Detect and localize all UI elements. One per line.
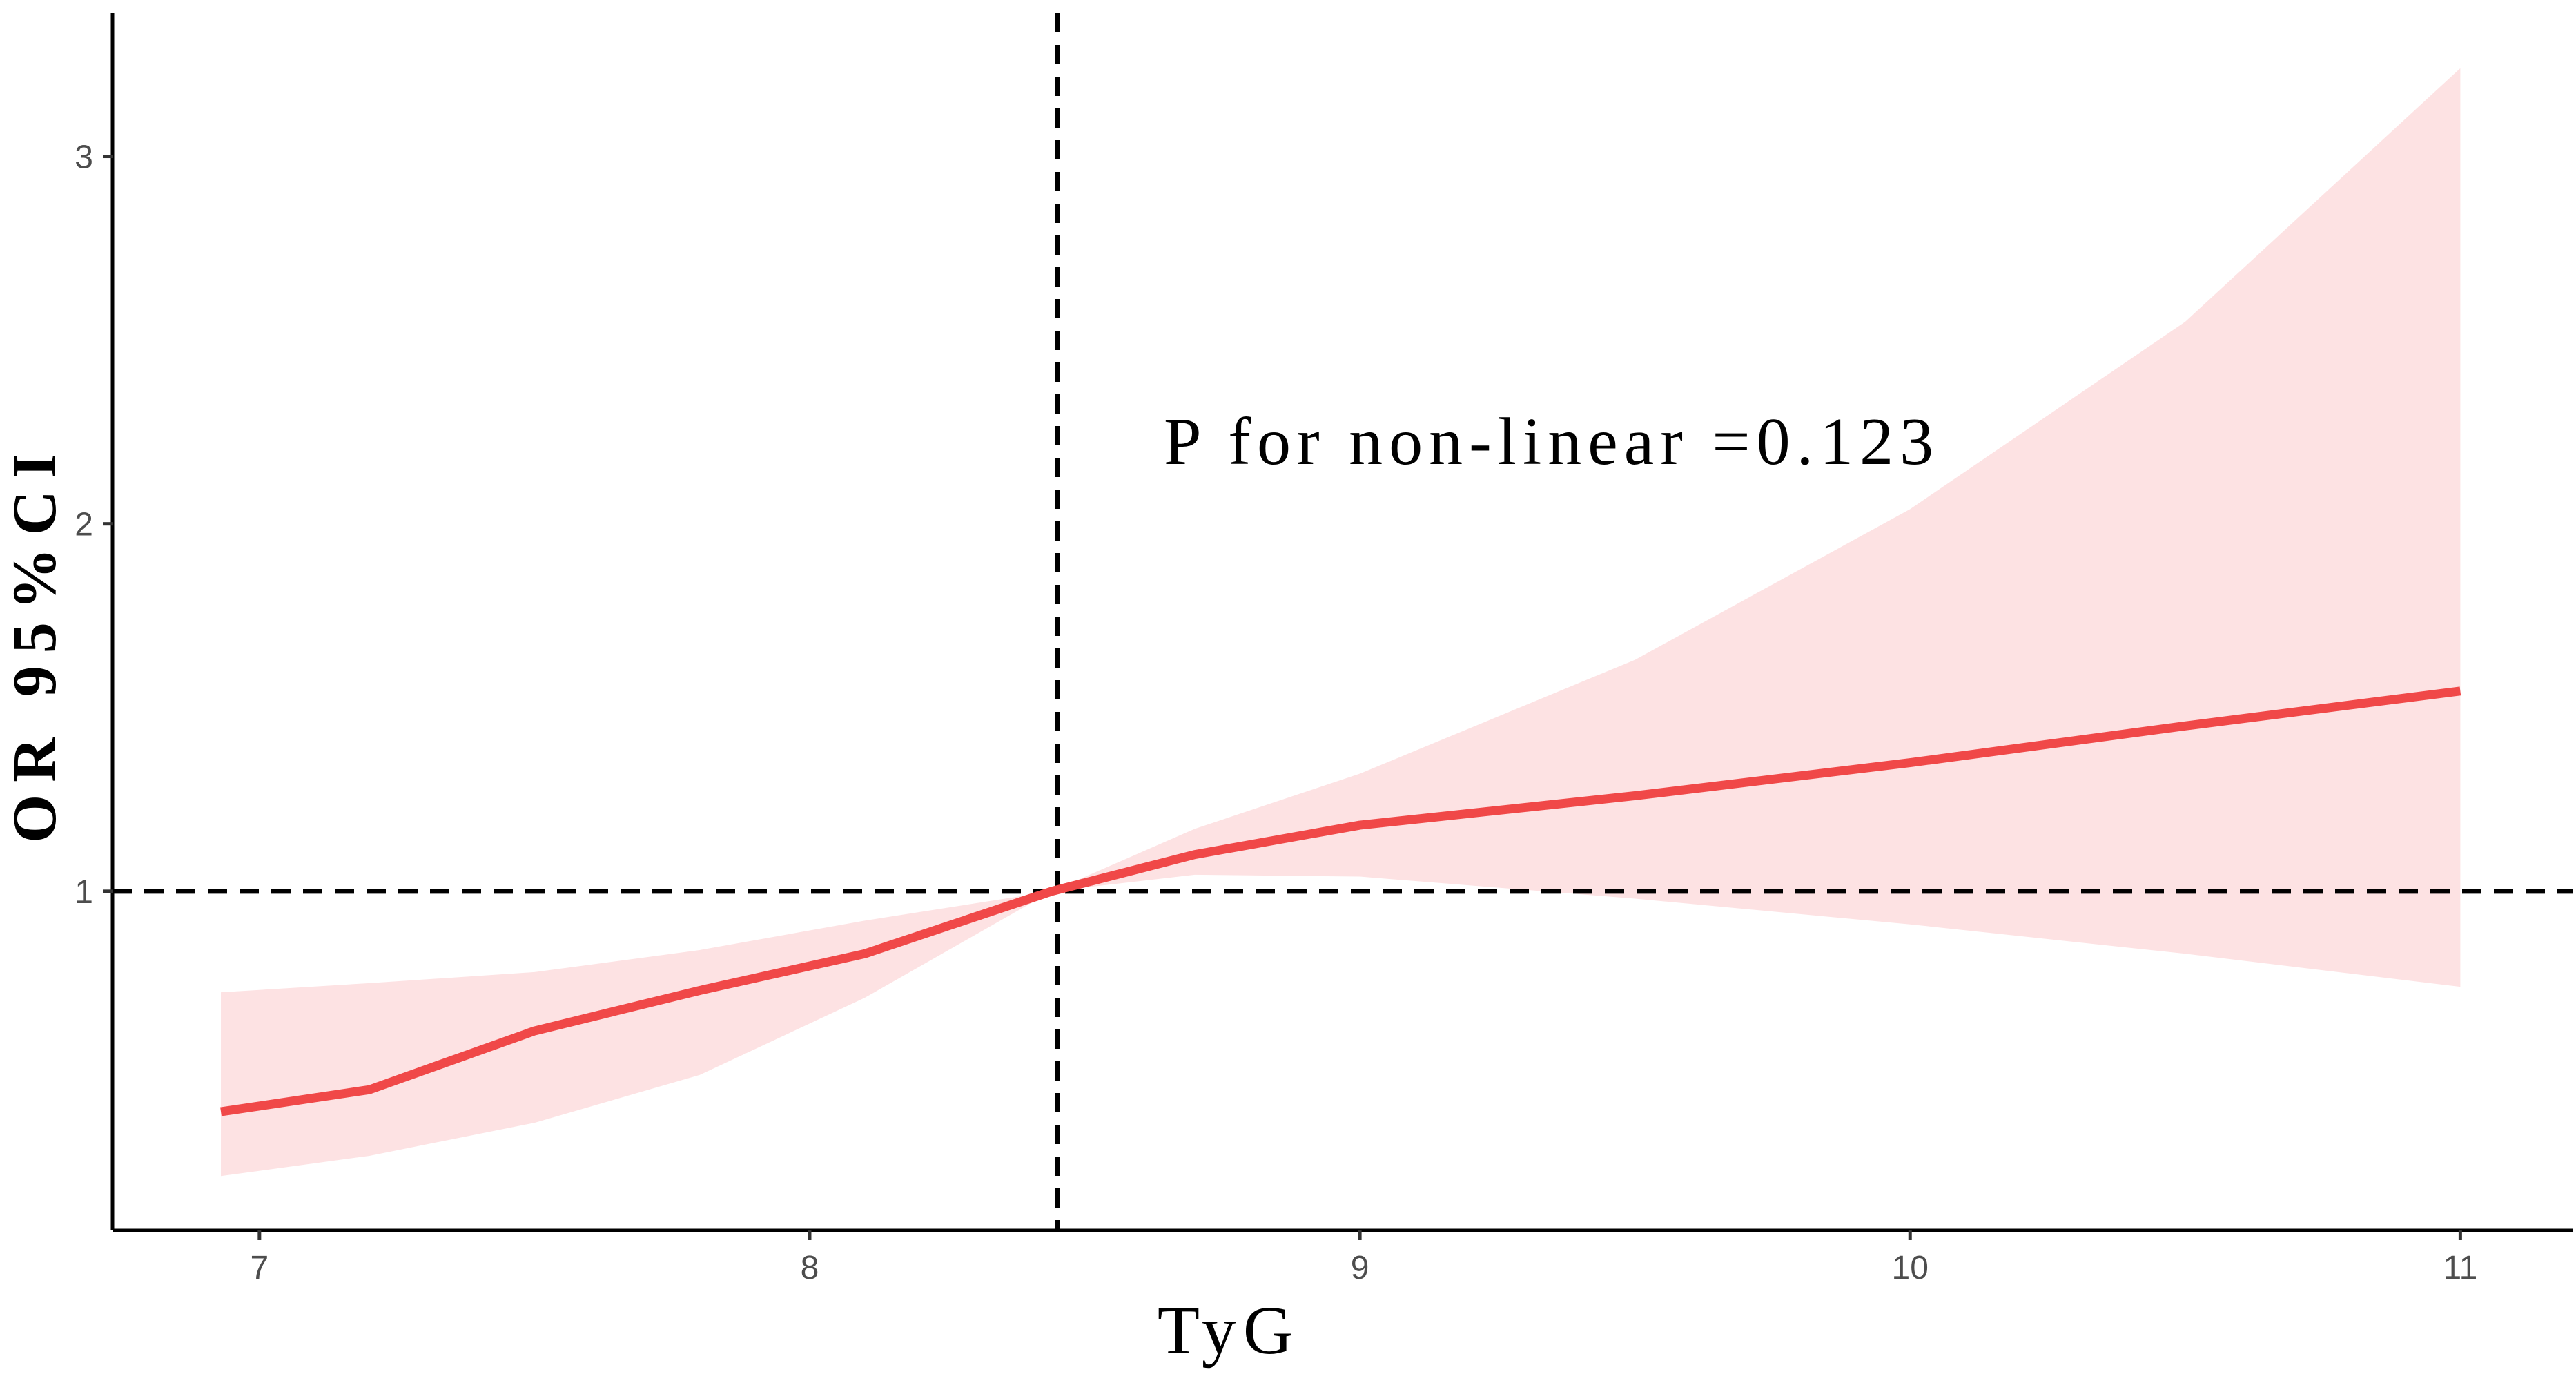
confidence-band — [221, 68, 2461, 1177]
x-tick-label: 10 — [1892, 1250, 1929, 1286]
fitted-line — [220, 686, 2461, 1116]
x-tick-label: 9 — [1351, 1250, 1369, 1286]
y-tick-label: 2 — [75, 507, 93, 543]
x-tick-label: 7 — [250, 1250, 269, 1286]
x-tick-label: 11 — [2443, 1250, 2477, 1286]
x-axis-title: TyG — [1158, 1292, 1300, 1369]
y-axis-title: OR 95%CI — [1, 441, 69, 843]
y-tick-label: 3 — [75, 139, 93, 176]
annotation: P for non-linear =0.123 — [1164, 405, 1940, 479]
y-tick-label: 1 — [75, 874, 93, 911]
x-tick-label: 8 — [801, 1250, 819, 1286]
